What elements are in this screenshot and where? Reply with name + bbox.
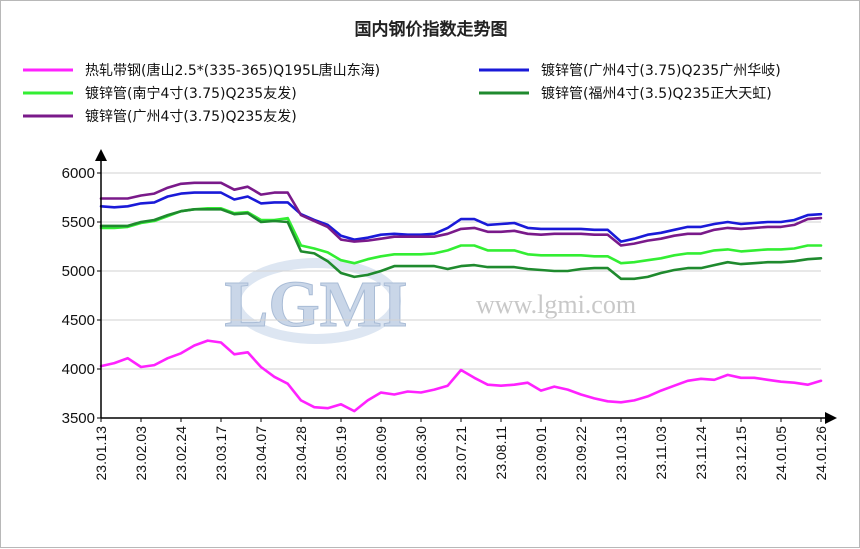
- chart-title: 国内钢价指数走势图: [355, 19, 508, 40]
- x-tick-label-23.10.13: 23.10.13: [613, 426, 629, 481]
- legend: 热轧带钢(唐山2.5*(335-365)Q195L唐山东海) 镀锌管(广州4寸(3…: [23, 62, 781, 125]
- x-tick-label-24.01.26: 24.01.26: [813, 426, 829, 481]
- x-tick-label-23.09.01: 23.09.01: [533, 426, 549, 481]
- x-tick-label-23.03.17: 23.03.17: [213, 426, 229, 481]
- series-line-5: [99, 181, 823, 247]
- series-line-2: [99, 191, 823, 243]
- watermark-ring: [231, 258, 401, 344]
- series-line-1: [99, 339, 823, 413]
- legend-label-2: 镀锌管(广州4寸(3.75)Q235广州华岐): [541, 62, 781, 79]
- x-tick-label-23.06.30: 23.06.30: [413, 426, 429, 481]
- y-axis-arrow: [95, 149, 107, 161]
- legend-label-5: 镀锌管(广州4寸(3.75)Q235友发): [85, 108, 297, 125]
- y-tick-label-4000: 4000: [62, 361, 95, 378]
- legend-label-3: 镀锌管(南宁4寸(3.75)Q235友发): [85, 85, 297, 102]
- x-tick-label-23.04.28: 23.04.28: [293, 426, 309, 481]
- y-tick-label-6000: 6000: [62, 165, 95, 182]
- x-tick-label-23.02.24: 23.02.24: [173, 426, 189, 481]
- x-axis-ticks: 23.01.13 23.02.03 23.02.24 23.03.17 23.04.07…: [93, 418, 829, 481]
- watermark-logo: LGMI: [224, 268, 407, 341]
- series-lines: [99, 181, 823, 413]
- x-tick-label-23.02.03: 23.02.03: [133, 426, 149, 481]
- watermark: LGMI www.lgmi.com: [224, 258, 636, 344]
- watermark-url: www.lgmi.com: [476, 290, 636, 319]
- x-tick-label-23.06.09: 23.06.09: [373, 426, 389, 481]
- x-tick-label-23.09.22: 23.09.22: [573, 426, 589, 481]
- x-tick-label-23.08.11: 23.08.11: [493, 426, 509, 480]
- axes: [95, 149, 837, 424]
- series-line-4: [99, 208, 823, 281]
- x-tick-label-23.05.19: 23.05.19: [333, 426, 349, 481]
- x-axis-arrow: [825, 412, 837, 424]
- legend-label-1: 热轧带钢(唐山2.5*(335-365)Q195L唐山东海): [85, 62, 380, 79]
- series-line-3: [99, 207, 823, 265]
- x-tick-label-23.07.21: 23.07.21: [453, 426, 469, 481]
- y-axis-ticks: 3500 4000 4500 5000 5500 6000: [62, 165, 101, 427]
- x-tick-label-23.04.07: 23.04.07: [253, 426, 269, 481]
- x-tick-label-23.11.03: 23.11.03: [653, 426, 669, 480]
- y-tick-label-5500: 5500: [62, 214, 95, 231]
- y-tick-label-3500: 3500: [62, 410, 95, 427]
- grid: [101, 172, 821, 370]
- x-tick-label-23.01.13: 23.01.13: [93, 426, 109, 481]
- y-tick-label-5000: 5000: [62, 263, 95, 280]
- legend-label-4: 镀锌管(福州4寸(3.5)Q235正大天虹): [541, 85, 772, 102]
- y-tick-label-4500: 4500: [62, 312, 95, 329]
- x-tick-label-23.11.24: 23.11.24: [693, 426, 709, 480]
- x-tick-label-24.01.05: 24.01.05: [773, 426, 789, 481]
- x-tick-label-23.12.15: 23.12.15: [733, 426, 749, 481]
